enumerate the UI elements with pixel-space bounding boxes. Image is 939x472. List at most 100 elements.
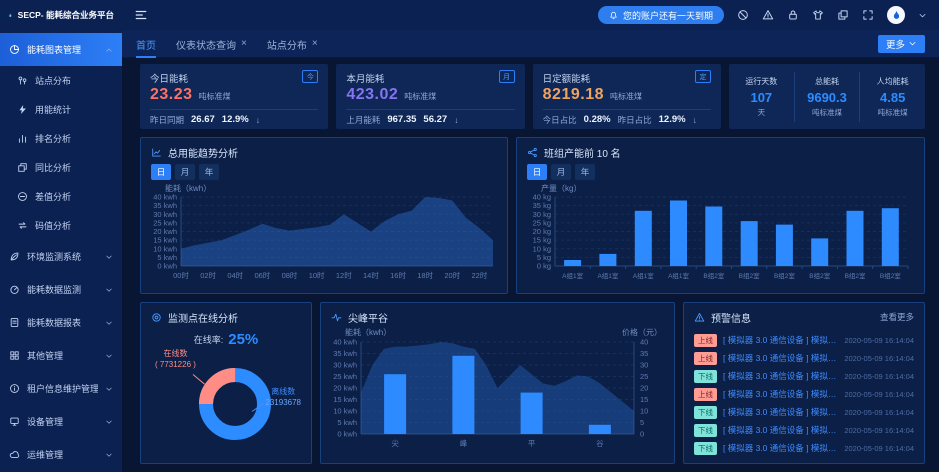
kpi-footer-value: 56.27 xyxy=(423,114,448,126)
kpi-value: 8219.18 xyxy=(542,86,604,103)
share-nodes-icon xyxy=(527,147,538,158)
warning-row[interactable]: 下线 [ 模拟器 3.0 通信设备 ] 模拟器 3.0... 2020-05-09 … xyxy=(694,367,914,385)
period-button-年[interactable]: 年 xyxy=(575,164,595,181)
kpi-card-month: 本月能耗 月 423.02 吨标准煤 上月能耗 967.35 56.27 ↓ xyxy=(336,64,525,130)
sidebar-subitem[interactable]: 排名分析 xyxy=(0,124,122,153)
status-badge: 下线 xyxy=(694,369,717,383)
sidebar-item[interactable]: 能耗图表管理 xyxy=(0,33,122,66)
sidebar-item[interactable]: 租户信息维护管理 xyxy=(0,372,122,405)
chevron-down-icon xyxy=(105,451,113,459)
kpi-footer: 昨日同期 26.67 12.9% ↓ xyxy=(150,109,319,129)
stat-unit: 吨标准煤 xyxy=(811,107,842,117)
period-button-日[interactable]: 日 xyxy=(151,164,171,181)
theme-tshirt-icon[interactable] xyxy=(812,9,824,21)
kpi-footer-arrow-icon: ↓ xyxy=(255,114,260,125)
sidebar-item[interactable]: 能耗数据报表 xyxy=(0,306,122,339)
warning-row[interactable]: 上线 [ 模拟器 3.0 通信设备 ] 模拟器 3.0... 2020-05-09 … xyxy=(694,331,914,349)
stat-label: 人均能耗 xyxy=(876,76,909,86)
warning-row[interactable]: 下线 [ 模拟器 3.0 通信设备 ] 模拟器 3.0... 2020-05-09 … xyxy=(694,403,914,421)
kpi-footer-value: 26.67 xyxy=(191,114,215,126)
sidebar-subitem-label: 用能统计 xyxy=(35,105,72,115)
period-button-月[interactable]: 月 xyxy=(551,164,571,181)
compare-icon xyxy=(17,162,28,173)
warning-icon[interactable] xyxy=(762,9,774,21)
period-button-月[interactable]: 月 xyxy=(175,164,195,181)
warning-message: [ 模拟器 3.0 通信设备 ] 模拟器 3.0... xyxy=(723,371,838,381)
account-expiry-notice[interactable]: 您的账户还有一天到期 xyxy=(597,6,724,24)
kpi-title: 今日能耗 xyxy=(150,74,189,85)
svg-text:14时: 14时 xyxy=(363,270,379,280)
peak-left-axis-title: 能耗（kwh） xyxy=(345,328,392,337)
minus-circle-icon xyxy=(17,191,28,202)
tab-首页[interactable]: 首页 xyxy=(136,30,156,58)
leaf-icon xyxy=(9,251,20,262)
avatar-flame-icon xyxy=(891,10,902,21)
close-tab-icon[interactable]: × xyxy=(311,38,318,49)
online-count-label: 在线数 ( 7731226 ) xyxy=(155,349,196,371)
windows-icon[interactable] xyxy=(837,9,849,21)
more-button[interactable]: 更多 xyxy=(877,34,925,53)
sidebar-item[interactable]: 设备管理 xyxy=(0,405,122,438)
svg-text:0: 0 xyxy=(640,430,644,439)
svg-text:0 kwh: 0 kwh xyxy=(157,262,177,271)
lock-icon[interactable] xyxy=(787,9,799,21)
svg-text:30 kwh: 30 kwh xyxy=(153,210,177,219)
kpi-card-today: 今日能耗 今 23.23 吨标准煤 昨日同期 26.67 12.9% ↓ xyxy=(140,64,329,130)
menu-fold-icon[interactable] xyxy=(134,8,148,22)
kpi-footer-label: 昨日同期 xyxy=(150,114,185,125)
user-avatar[interactable] xyxy=(887,6,905,24)
svg-text:B组2室: B组2室 xyxy=(774,271,795,280)
sidebar-item[interactable]: 能耗数据监测 xyxy=(0,273,122,306)
sidebar-subitem-label: 排名分析 xyxy=(35,134,72,144)
sidebar-item[interactable]: 其他管理 xyxy=(0,339,122,372)
sidebar-subitem[interactable]: 差值分析 xyxy=(0,182,122,211)
loop-icon xyxy=(17,220,28,231)
main-content: 今日能耗今 23.23 吨标准煤 昨日同期 26.67 12.9% ↓ 本月能耗月 423.0… xyxy=(122,58,939,472)
peak-right-axis-title: 价格（元） xyxy=(622,328,662,337)
warning-time: 2020-05-09 16:14:04 xyxy=(844,335,914,345)
period-button-日[interactable]: 日 xyxy=(527,164,547,181)
period-button-年[interactable]: 年 xyxy=(199,164,219,181)
sidebar-subitem[interactable]: 码值分析 xyxy=(0,211,122,240)
svg-text:5 kg: 5 kg xyxy=(537,253,551,262)
svg-text:5 kwh: 5 kwh xyxy=(157,253,177,262)
kpi-footer-arrow-icon: ↓ xyxy=(454,114,459,125)
kpi-value-row: 8219.18 吨标准煤 xyxy=(543,86,711,104)
stats-panel: 运行天数 107 天 总能耗 9690.3 吨标准煤 人均能耗 4.85 吨标准煤 xyxy=(728,64,925,130)
sidebar-subitem-label: 码值分析 xyxy=(35,221,72,231)
fullscreen-icon[interactable] xyxy=(862,9,874,21)
svg-text:30 kwh: 30 kwh xyxy=(333,361,357,370)
kpi-value: 23.23 xyxy=(150,86,193,103)
tab-label: 仪表状态查询 xyxy=(176,40,236,52)
svg-text:25 kwh: 25 kwh xyxy=(153,219,177,228)
sidebar-item[interactable]: 环境监测系统 xyxy=(0,240,122,273)
svg-text:02时: 02时 xyxy=(200,270,216,280)
ban-icon[interactable] xyxy=(737,9,749,21)
sidebar-subitem[interactable]: 同比分析 xyxy=(0,153,122,182)
warning-row[interactable]: 上线 [ 模拟器 3.0 通信设备 ] 模拟器 3.0... 2020-05-09 … xyxy=(694,385,914,403)
sidebar-subitem[interactable]: 用能统计 xyxy=(0,95,122,124)
user-menu-chevron-icon[interactable] xyxy=(918,11,927,20)
stat-value: 9690.3 xyxy=(807,89,847,105)
view-more-link[interactable]: 查看更多 xyxy=(879,312,914,322)
ranking-icon xyxy=(17,133,28,144)
chevron-down-icon xyxy=(105,418,113,426)
warning-message: [ 模拟器 3.0 通信设备 ] 模拟器 3.0... xyxy=(723,353,838,363)
tab-bar: 首页 仪表状态查询 × 站点分布 × 更多 xyxy=(122,30,939,58)
warning-row[interactable]: 下线 [ 模拟器 3.0 通信设备 ] 模拟器 3.0... 2020-05-09 … xyxy=(694,439,914,457)
tab-仪表状态查询[interactable]: 仪表状态查询 × xyxy=(176,30,247,58)
warning-row[interactable]: 下线 [ 模拟器 3.0 通信设备 ] 模拟器 3.0... 2020-05-09 … xyxy=(694,421,914,439)
sidebar-item-label: 能耗图表管理 xyxy=(27,45,82,55)
svg-text:B组2室: B组2室 xyxy=(739,271,760,280)
svg-text:15 kwh: 15 kwh xyxy=(333,395,357,404)
close-tab-icon[interactable]: × xyxy=(241,38,247,49)
kpi-footer-value: 12.9% xyxy=(658,114,686,126)
chevron-down-icon xyxy=(105,385,113,393)
warning-row[interactable]: 上线 [ 模拟器 3.0 通信设备 ] 模拟器 3.0... 2020-05-09 … xyxy=(694,349,914,367)
tab-站点分布[interactable]: 站点分布 × xyxy=(267,30,318,58)
kpi-footer-arrow-icon: ↓ xyxy=(692,114,697,125)
sidebar-item[interactable]: 运维管理 xyxy=(0,438,122,471)
chevron-down-icon xyxy=(105,319,113,327)
sidebar-subitem[interactable]: 站点分布 xyxy=(0,66,122,95)
tab-label: 首页 xyxy=(136,40,156,52)
